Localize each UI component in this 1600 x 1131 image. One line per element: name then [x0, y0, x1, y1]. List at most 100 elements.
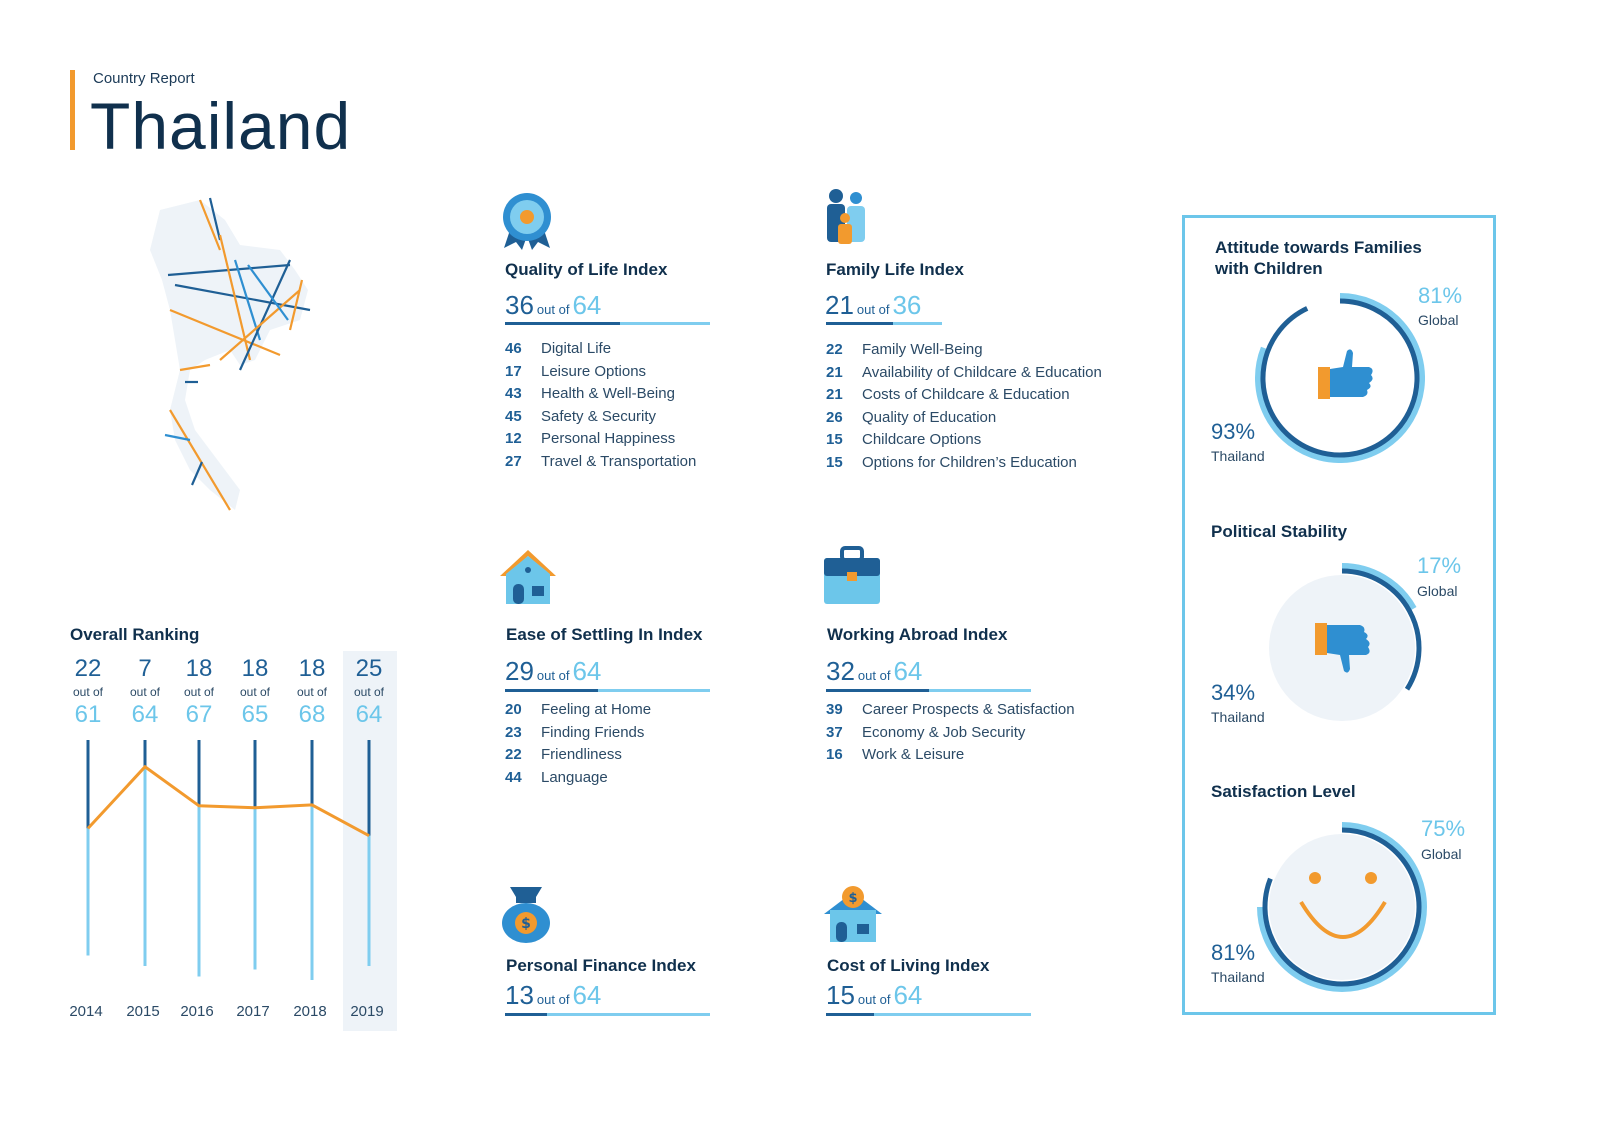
- bar-fill: [505, 322, 620, 325]
- ranking-column-2014: 22 out of 61: [58, 655, 118, 729]
- working-abroad-title: Working Abroad Index: [827, 625, 1008, 644]
- list-item-label: Work & Leisure: [862, 746, 965, 763]
- list-item-label: Friendliness: [541, 746, 622, 763]
- list-item: 16 Work & Leisure: [826, 746, 1075, 769]
- list-item: 46 Digital Life: [505, 340, 696, 363]
- ranking-total: 61: [74, 701, 102, 728]
- global-arc: [1341, 563, 1417, 610]
- ranking-column-2016: 18 out of 67: [169, 655, 229, 729]
- ranking-year: 2014: [69, 1003, 103, 1020]
- svg-text:$: $: [848, 891, 857, 906]
- list-item-label: Language: [541, 768, 608, 786]
- list-item-label: Safety & Security: [541, 407, 657, 425]
- ranking-year: 2019: [350, 1003, 384, 1020]
- score-total: 64: [893, 980, 923, 1010]
- ranking-year: 2017: [236, 1003, 270, 1020]
- list-item-rank: 26: [826, 408, 843, 426]
- ranking-column-2015: 7 out of 64: [115, 655, 175, 729]
- working-abroad-list: 39 Career Prospects & Satisfaction 37 Econo…: [826, 701, 1075, 769]
- list-item-rank: 39: [826, 701, 843, 718]
- list-item-rank: 22: [826, 341, 843, 358]
- ease-of-settling-score: 29 out of 64: [505, 656, 601, 687]
- ranking-rank: 18: [298, 655, 326, 682]
- thumbs-up-icon: [1318, 349, 1373, 399]
- list-item: 39 Career Prospects & Satisfaction: [826, 701, 1075, 724]
- survey-panel: [1182, 215, 1496, 1015]
- ranking-rank: 18: [241, 655, 269, 682]
- satisfaction-local-label: Thailand: [1211, 969, 1265, 985]
- ranking-column-2019: 25 out of 64: [339, 655, 399, 729]
- local-arc: [1260, 298, 1420, 458]
- ranking-column-2018: 18 out of 68: [282, 655, 342, 729]
- list-item: 12 Personal Happiness: [505, 430, 696, 453]
- list-item-label: Economy & Job Security: [862, 723, 1026, 741]
- list-item: 15 Options for Children’s Education: [826, 454, 1102, 477]
- score-rank: 21: [825, 290, 854, 320]
- ranking-year: 2016: [180, 1003, 214, 1020]
- list-item: 26 Quality of Education: [826, 409, 1102, 432]
- list-item: 43 Health & Well-Being: [505, 385, 696, 408]
- bar-fill: [826, 1013, 874, 1016]
- list-item-label: Digital Life: [541, 340, 612, 357]
- list-item: 22 Friendliness: [505, 746, 651, 769]
- ranking-trend-line: [86, 764, 370, 838]
- family-life-list: 22 Family Well-Being 21 Availability of Chi…: [826, 341, 1102, 476]
- list-item: 17 Leisure Options: [505, 363, 696, 386]
- list-item-label: Quality of Education: [862, 408, 997, 426]
- family-icon: [827, 189, 865, 244]
- ranking-total: 65: [241, 701, 269, 728]
- quality-of-life-title: Quality of Life Index: [505, 260, 668, 279]
- score-total: 64: [893, 656, 923, 686]
- ease-of-settling-list: 20 Feeling at Home 23 Finding Friends 22 Frie…: [505, 701, 651, 791]
- list-item-rank: 22: [505, 746, 522, 763]
- list-item-rank: 37: [826, 723, 843, 741]
- satisfaction-local-pct: 81%: [1211, 940, 1256, 965]
- list-item-rank: 43: [505, 385, 522, 402]
- ranking-rank: 18: [185, 655, 213, 682]
- house-icon: [500, 550, 556, 604]
- personal-finance-score: 13 out of 64: [505, 980, 601, 1011]
- political-local-label: Thailand: [1211, 709, 1265, 725]
- ranking-total: 68: [298, 701, 326, 728]
- score-rank: 15: [826, 980, 855, 1010]
- list-item-label: Personal Happiness: [541, 430, 676, 447]
- smiley-icon: [1299, 872, 1387, 939]
- political-global-label: Global: [1417, 583, 1458, 599]
- family-life-bar: [826, 322, 942, 325]
- working-abroad-bar: [826, 689, 1031, 692]
- overall-ranking-title: Overall Ranking: [70, 625, 200, 644]
- list-item-label: Career Prospects & Satisfaction: [862, 701, 1075, 718]
- country-map: [150, 197, 311, 511]
- local-arc: [1262, 827, 1422, 987]
- list-item: 20 Feeling at Home: [505, 701, 651, 724]
- score-rank: 13: [505, 980, 534, 1010]
- satisfaction-global-pct: 75%: [1421, 816, 1466, 841]
- family-life-title: Family Life Index: [826, 260, 964, 279]
- global-arc: [1255, 293, 1425, 463]
- score-rank: 29: [505, 656, 534, 686]
- political-stability-gauge: [1269, 563, 1422, 721]
- global-arc: [1257, 822, 1427, 992]
- list-item-label: Options for Children’s Education: [862, 453, 1077, 471]
- briefcase-icon: [824, 546, 880, 604]
- score-total: 64: [572, 980, 602, 1010]
- local-arc: [1341, 568, 1422, 691]
- list-item-label: Leisure Options: [541, 362, 647, 380]
- list-item-label: Availability of Childcare & Education: [862, 363, 1102, 381]
- page-title: Thailand: [90, 89, 352, 163]
- map-route-lines: [164, 197, 311, 511]
- ranking-year: 2015: [126, 1003, 160, 1020]
- ranking-out-of: out of: [296, 685, 328, 699]
- score-out-of: out of: [536, 992, 570, 1007]
- list-item: 22 Family Well-Being: [826, 341, 1102, 364]
- ranking-column-2017: 18 out of 65: [225, 655, 285, 729]
- list-item-label: Costs of Childcare & Education: [862, 386, 1070, 403]
- list-item: 37 Economy & Job Security: [826, 724, 1075, 747]
- bar-fill: [505, 1013, 547, 1016]
- cost-of-living-bar: [826, 1013, 1031, 1016]
- score-out-of: out of: [536, 302, 570, 317]
- list-item-rank: 12: [505, 430, 522, 447]
- families-local-pct: 93%: [1211, 419, 1256, 444]
- ranking-out-of: out of: [239, 685, 271, 699]
- ease-of-settling-bar: [505, 689, 710, 692]
